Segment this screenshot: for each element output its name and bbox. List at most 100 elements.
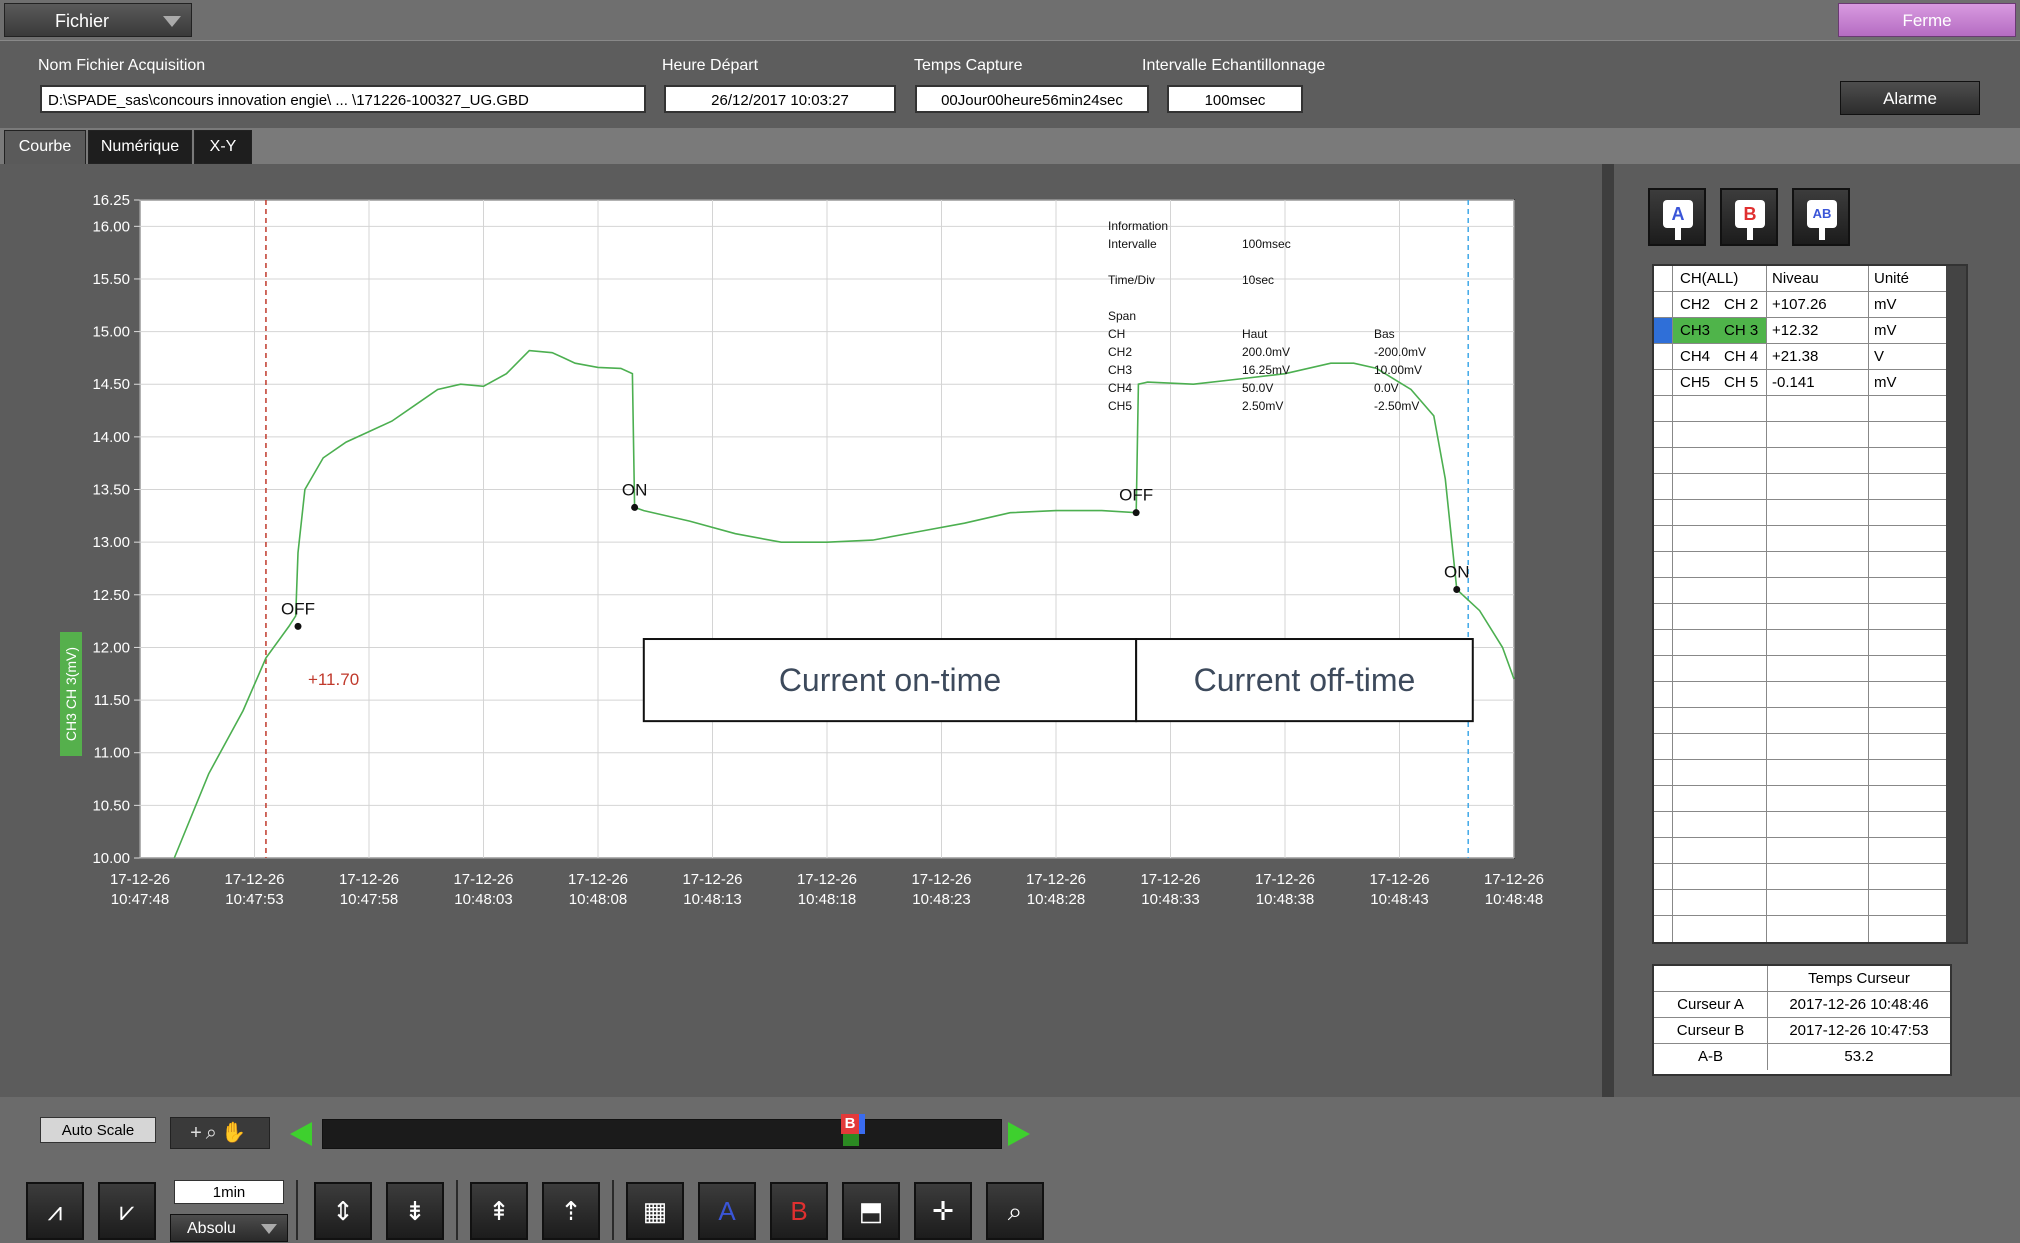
info-value: 100msec	[1242, 237, 1291, 251]
v-expand-icon[interactable]: ⇕	[314, 1182, 372, 1240]
tab-courbe[interactable]: Courbe	[4, 130, 86, 164]
x-tick-date: 17-12-26	[339, 871, 399, 888]
cursor-a-button[interactable]: A	[1648, 188, 1706, 246]
row-ch: CH3	[1680, 322, 1711, 339]
overlay-box	[642, 638, 1138, 723]
table-scrollbar[interactable]	[1946, 266, 1966, 942]
alarme-button[interactable]: Alarme	[1840, 81, 1980, 115]
header-ch: CH(ALL)	[1680, 270, 1739, 287]
empty-row	[1654, 474, 1946, 500]
info-title: Information	[1108, 219, 1168, 233]
tab-xy[interactable]: X-Y	[194, 130, 252, 164]
search-icon[interactable]: ⌕	[986, 1182, 1044, 1240]
ferme-button[interactable]: Ferme	[1838, 3, 2016, 37]
table-row[interactable]: CH4 CH 4 +21.38 V	[1654, 344, 1946, 370]
scroll-right-arrow-icon[interactable]	[1008, 1122, 1030, 1146]
v-compress-icon[interactable]: ⇟	[386, 1182, 444, 1240]
empty-row	[1654, 500, 1946, 526]
row-name: CH 2	[1724, 296, 1759, 313]
x-tick-time: 10:48:13	[683, 891, 741, 908]
y-tick-label: 11.50	[94, 692, 130, 709]
info-key: CH4	[1108, 381, 1132, 395]
empty-row	[1654, 396, 1946, 422]
y-tick-label: 10.00	[92, 850, 130, 867]
y-tick-label: 15.50	[92, 271, 130, 288]
info-key: Intervalle	[1108, 237, 1157, 251]
start-field[interactable]: 26/12/2017 10:03:27	[664, 85, 896, 113]
series-line	[173, 349, 1515, 859]
row-level: +12.32	[1772, 322, 1819, 339]
capture-field[interactable]: 00Jour00heure56min24sec	[915, 85, 1149, 113]
fichier-menu-button[interactable]: Fichier	[4, 3, 192, 37]
cursor-b-icon: B	[1735, 200, 1765, 228]
info-key: CH	[1108, 327, 1125, 341]
auto-scale-button[interactable]: Auto Scale	[40, 1117, 156, 1143]
crosshair-icon[interactable]: ✛	[914, 1182, 972, 1240]
chart-panel: 16.25 16.00 15.50 15.00 14.50 14.00 13.50 13.00…	[0, 164, 1602, 1242]
annotation-point	[1132, 509, 1140, 517]
empty-row	[1654, 734, 1946, 760]
cursor-b-button[interactable]: B	[1720, 188, 1778, 246]
overlay-box-label: Current on-time	[779, 662, 1001, 698]
x-tick-time: 10:48:03	[454, 891, 512, 908]
waveform-expand-icon[interactable]: ⩗	[98, 1182, 156, 1240]
cursor-diff-label: A-B	[1654, 1044, 1768, 1070]
shift-down-icon[interactable]: ⇡	[542, 1182, 600, 1240]
scroll-left-arrow-icon[interactable]	[290, 1122, 312, 1146]
file-label: Nom Fichier Acquisition	[38, 57, 206, 74]
waveform-compress-icon[interactable]: ⩘	[26, 1182, 84, 1240]
x-tick-time: 10:47:58	[340, 891, 398, 908]
fichier-label: Fichier	[55, 11, 110, 31]
cursor-b-marker[interactable]: B	[841, 1114, 859, 1134]
zoom-pan-tools[interactable]: +⌕✋	[170, 1117, 270, 1149]
waveform-chart[interactable]: 16.25 16.00 15.50 15.00 14.50 14.00 13.50 13.00…	[0, 164, 1602, 924]
empty-row	[1654, 604, 1946, 630]
info-value-low: Bas	[1374, 327, 1395, 341]
row-ch: CH2	[1680, 296, 1711, 313]
y-tick-label: 13.00	[92, 534, 130, 551]
tab-numerique[interactable]: Numérique	[88, 130, 192, 164]
cursor-a-icon[interactable]: A	[698, 1182, 756, 1240]
table-row-selected[interactable]: CH3 CH 3 +12.32 mV	[1654, 318, 1946, 344]
table-row[interactable]: CH5 CH 5 -0.141 mV	[1654, 370, 1946, 396]
annotation-label: ON	[622, 480, 648, 499]
empty-row	[1654, 682, 1946, 708]
row-unit: mV	[1874, 374, 1897, 391]
row-highlight	[1673, 318, 1766, 343]
interval-field[interactable]: 100msec	[1167, 85, 1303, 113]
cursor-ab-button[interactable]: AB	[1792, 188, 1850, 246]
channel-panel: A B AB CH(ALL) Niveau Unité CH2 CH 2 +10…	[1614, 164, 2020, 1097]
y-tick-label: 16.00	[92, 218, 130, 235]
row-unit: mV	[1874, 322, 1897, 339]
shift-up-icon[interactable]: ⇞	[470, 1182, 528, 1240]
cursor-b-label: Curseur B	[1654, 1018, 1768, 1044]
table-row[interactable]: CH2 CH 2 +107.26 mV	[1654, 292, 1946, 318]
file-field[interactable]: D:\SPADE_sas\concours innovation engie\ …	[40, 85, 646, 113]
time-mode-select[interactable]: Absolu	[170, 1214, 288, 1242]
time-span-field[interactable]: 1min	[174, 1180, 284, 1204]
toolbar-divider	[296, 1180, 298, 1240]
empty-row	[1654, 656, 1946, 682]
y-tick-label: 16.25	[92, 192, 130, 209]
info-key: CH5	[1108, 399, 1132, 413]
marker-icon[interactable]: ⬒	[842, 1182, 900, 1240]
empty-row	[1654, 890, 1946, 916]
cursor-b-icon[interactable]: B	[770, 1182, 828, 1240]
panel-splitter[interactable]	[1602, 164, 1614, 1097]
x-tick-time: 10:48:38	[1256, 891, 1314, 908]
chevron-down-icon	[261, 1224, 277, 1234]
time-scrollbar[interactable]: B	[322, 1114, 1002, 1149]
channel-table: CH(ALL) Niveau Unité CH2 CH 2 +107.26 mV…	[1652, 264, 1968, 944]
grid-icon[interactable]: ▦	[626, 1182, 684, 1240]
header-unite: Unité	[1874, 270, 1910, 287]
cursor-a-marker[interactable]	[859, 1114, 865, 1134]
annotation-label: OFF	[1119, 486, 1153, 505]
x-tick-date: 17-12-26	[797, 871, 857, 888]
cursor-a-icon: A	[1663, 200, 1693, 228]
row-unit: mV	[1874, 296, 1897, 313]
x-tick-time: 10:48:48	[1485, 891, 1543, 908]
row-level: -0.141	[1772, 374, 1815, 391]
y-tick-label: 11.00	[94, 745, 130, 762]
y-tick-label: 13.50	[92, 482, 130, 499]
toolbar-divider	[456, 1180, 458, 1240]
